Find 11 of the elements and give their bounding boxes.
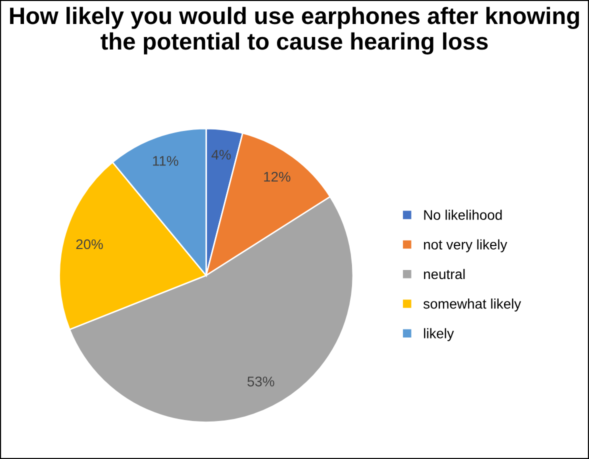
data-label: 53% xyxy=(247,376,274,386)
legend-label: somewhat likely xyxy=(423,298,522,312)
data-label: 20% xyxy=(76,239,103,250)
data-label: 12% xyxy=(264,172,290,182)
legend-label: likely xyxy=(424,328,454,342)
chart-title: How likely you would use earphones after knowing the potential to cause hearing loss xyxy=(10,6,579,55)
legend-label: neutral xyxy=(424,268,465,280)
data-label: 4% xyxy=(212,150,231,160)
data-label: 11% xyxy=(153,156,178,166)
legend-label: not very likely xyxy=(424,239,508,252)
legend-label: No likelihood xyxy=(424,210,502,220)
